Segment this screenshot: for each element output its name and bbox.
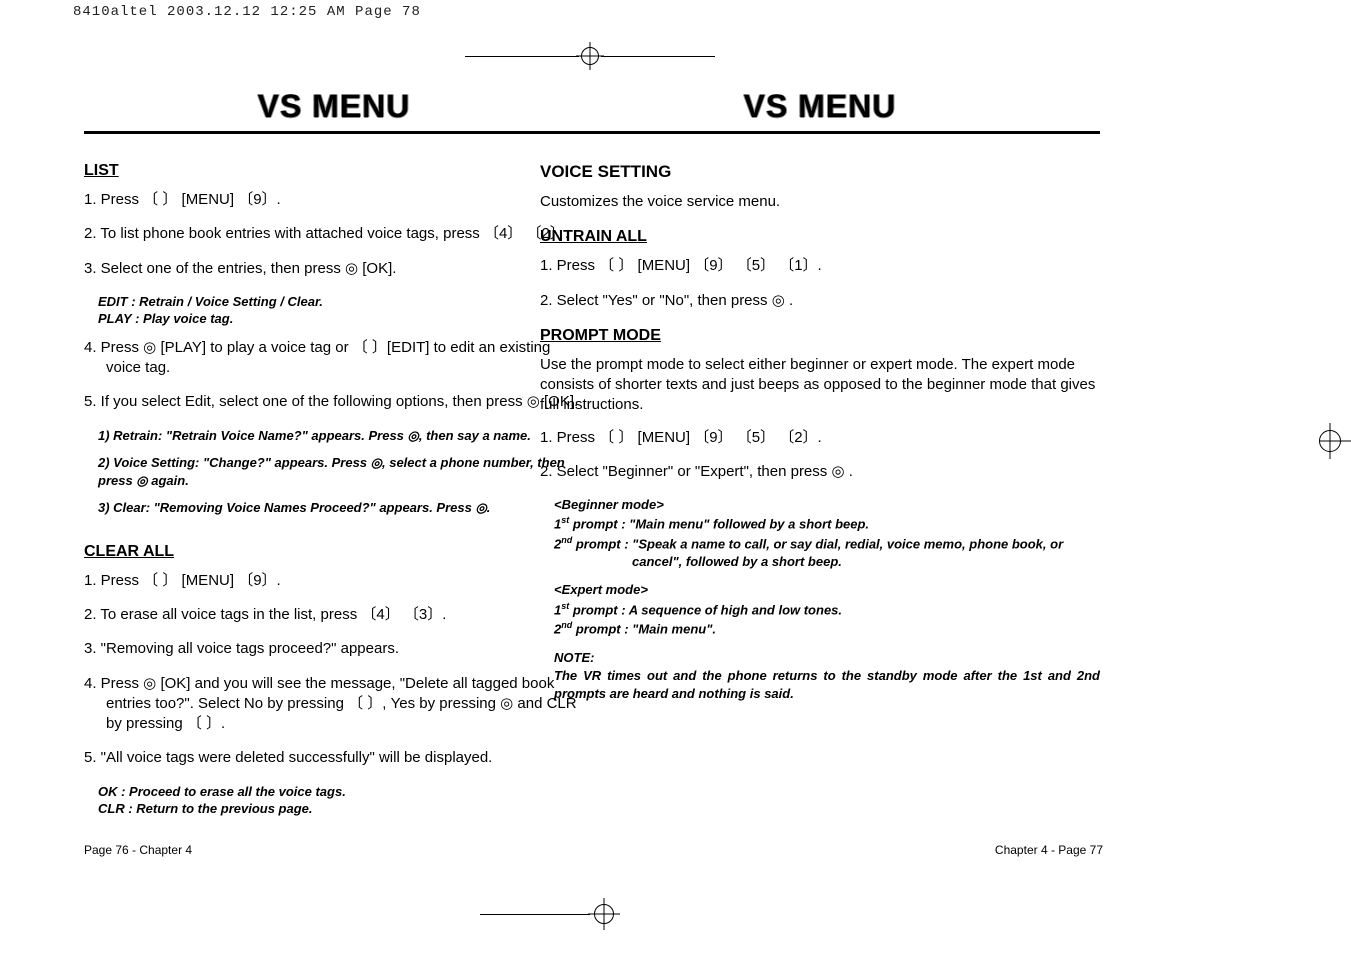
beginner-p1: 1st prompt : "Main menu" followed by a s…	[554, 514, 1100, 534]
list-note-voice-setting: 2) Voice Setting: "Change?" appears. Pre…	[98, 454, 584, 489]
expert-mode-block: <Expert mode> 1st prompt : A sequence of…	[554, 581, 1100, 638]
untrain-step-2: 2. Select "Yes" or "No", then press ◎ .	[540, 291, 1100, 311]
note-block: NOTE: The VR times out and the phone ret…	[554, 649, 1100, 704]
bottom-register-mark	[480, 904, 614, 924]
footer-right: Chapter 4 - Page 77	[995, 843, 1103, 857]
list-steps: 1. Press 〔 〕 [MENU] 〔9〕. 2. To list phon…	[84, 190, 584, 279]
list-note-edit-play: EDIT : Retrain / Voice Setting / Clear. …	[98, 293, 584, 328]
prompt-step-1: 1. Press 〔 〕 [MENU] 〔9〕 〔5〕 〔2〕.	[540, 428, 1100, 448]
clearall-steps: 1. Press 〔 〕 [MENU] 〔9〕. 2. To erase all…	[84, 571, 584, 769]
prompt-step-2: 2. Select "Beginner" or "Expert", then p…	[540, 462, 1100, 482]
expert-p1: 1st prompt : A sequence of high and low …	[554, 600, 1100, 620]
untrain-steps: 1. Press 〔 〕 [MENU] 〔9〕 〔5〕 〔1〕. 2. Sele…	[540, 256, 1100, 311]
beginner-mode-block: <Beginner mode> 1st prompt : "Main menu"…	[554, 496, 1100, 571]
clearall-note: OK : Proceed to erase all the voice tags…	[98, 783, 584, 818]
clearall-step-5: 5. "All voice tags were deleted successf…	[84, 748, 584, 768]
list-step-5: 5. If you select Edit, select one of the…	[84, 392, 584, 412]
voice-setting-heading: VOICE SETTING	[540, 162, 1100, 182]
untrain-all-heading: UNTRAIN ALL	[540, 228, 1100, 246]
left-page: VS MENU LIST 1. Press 〔 〕 [MENU] 〔9〕. 2.…	[84, 88, 584, 828]
list-steps-cont: 4. Press ◎ [PLAY] to play a voice tag or…	[84, 338, 584, 413]
right-page: VS MENU VOICE SETTING Customizes the voi…	[540, 88, 1100, 713]
prompt-steps: 1. Press 〔 〕 [MENU] 〔9〕 〔5〕 〔2〕. 2. Sele…	[540, 428, 1100, 483]
clearall-step-1: 1. Press 〔 〕 [MENU] 〔9〕.	[84, 571, 584, 591]
page-title-left: VS MENU	[84, 88, 584, 134]
print-header: 8410altel 2003.12.12 12:25 AM Page 78	[73, 4, 421, 20]
list-step-1: 1. Press 〔 〕 [MENU] 〔9〕.	[84, 190, 584, 210]
list-step-4: 4. Press ◎ [PLAY] to play a voice tag or…	[84, 338, 584, 379]
clearall-step-4: 4. Press ◎ [OK] and you will see the mes…	[84, 674, 584, 735]
page-title-right: VS MENU	[540, 88, 1100, 134]
beginner-title: <Beginner mode>	[554, 496, 1100, 514]
prompt-mode-heading: PROMPT MODE	[540, 327, 1100, 345]
list-step-3: 3. Select one of the entries, then press…	[84, 259, 584, 279]
section-list-heading: LIST	[84, 162, 584, 180]
untrain-step-1: 1. Press 〔 〕 [MENU] 〔9〕 〔5〕 〔1〕.	[540, 256, 1100, 276]
right-register-mark	[1319, 430, 1341, 452]
list-step-2: 2. To list phone book entries with attac…	[84, 224, 584, 244]
top-register-mark	[465, 47, 715, 65]
section-clearall-heading: CLEAR ALL	[84, 543, 584, 561]
list-note-clear: 3) Clear: "Removing Voice Names Proceed?…	[98, 499, 584, 517]
note-title: NOTE:	[554, 649, 1100, 667]
footer-left: Page 76 - Chapter 4	[84, 843, 192, 857]
expert-title: <Expert mode>	[554, 581, 1100, 599]
note-body: The VR times out and the phone returns t…	[554, 667, 1100, 703]
prompt-mode-intro: Use the prompt mode to select either beg…	[540, 355, 1100, 416]
voice-setting-intro: Customizes the voice service menu.	[540, 192, 1100, 212]
clearall-step-2: 2. To erase all voice tags in the list, …	[84, 605, 584, 625]
clearall-step-3: 3. "Removing all voice tags proceed?" ap…	[84, 639, 584, 659]
list-note-retrain: 1) Retrain: "Retrain Voice Name?" appear…	[98, 427, 584, 445]
expert-p2: 2nd prompt : "Main menu".	[554, 619, 1100, 639]
beginner-p2: 2nd prompt : "Speak a name to call, or s…	[554, 534, 1100, 572]
